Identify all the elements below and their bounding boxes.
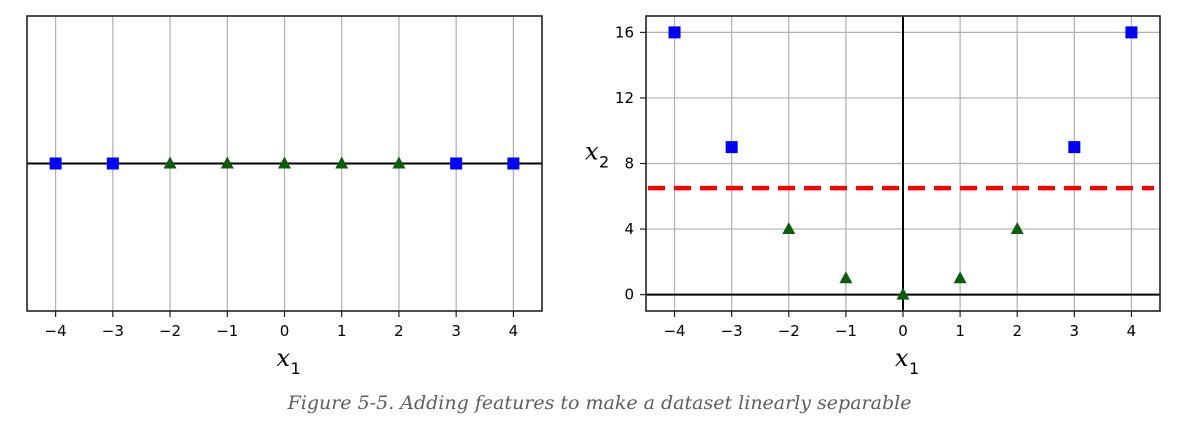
data-point-square [1068,141,1081,154]
x-tick-label: 2 [1012,322,1022,340]
data-point-triangle [896,287,910,300]
x-tick-label: −3 [102,322,124,340]
x-tick-label: −4 [663,322,685,340]
data-point-triangle [782,222,796,235]
data-point-triangle [1010,222,1024,235]
figure-caption: Figure 5-5. Adding features to make a da… [287,392,912,414]
data-point-triangle [839,271,853,284]
data-point-square [450,157,463,170]
data-point-triangle [163,156,177,169]
x-tick-label: 3 [451,322,461,340]
data-point-triangle [278,156,291,169]
y-tick-label: 4 [624,220,634,238]
y-axis-title: x [585,138,599,166]
y-tick-label: 16 [615,23,634,41]
x-axis-title-subscript: 1 [291,359,301,378]
x-tick-label: 4 [1127,322,1137,340]
data-point-triangle [392,156,406,169]
x-tick-label: −3 [721,322,743,340]
x-tick-label: 3 [1070,322,1080,340]
x-axis-title: x [277,344,291,372]
x-tick-label: 0 [898,322,908,340]
x-tick-label: 1 [955,322,965,340]
data-point-square [725,141,738,154]
chart-1: −4 −3 −2 −1 0 1 2 3 4x 1 [26,15,543,378]
y-tick-label: 0 [624,286,634,304]
x-tick-label: −4 [45,322,67,340]
y-tick-label: 12 [615,89,634,107]
data-point-square [1125,26,1138,39]
data-point-square [106,157,119,170]
x-tick-label: 1 [337,322,347,340]
x-tick-label: 0 [280,322,290,340]
data-point-triangle [335,156,349,169]
x-tick-label: 2 [394,322,404,340]
data-point-triangle [953,271,967,284]
x-tick-label: −1 [216,322,238,340]
data-point-square [507,157,520,170]
x-tick-label: 4 [509,322,519,340]
x-tick-label: −1 [835,322,857,340]
x-axis-title-subscript: 1 [909,359,919,378]
y-axis-title-subscript: 2 [599,153,609,172]
data-point-triangle [220,156,234,169]
x-tick-label: −2 [159,322,181,340]
x-axis-title: x [895,344,909,372]
y-tick-label: 8 [624,155,634,173]
x-tick-label: −2 [778,322,800,340]
data-point-square [49,157,62,170]
data-point-square [668,26,681,39]
